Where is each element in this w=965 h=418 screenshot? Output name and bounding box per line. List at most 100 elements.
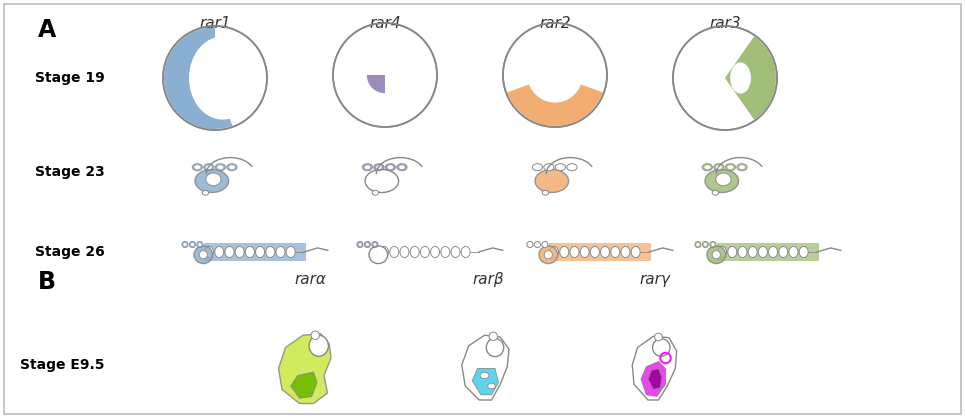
Ellipse shape: [533, 164, 542, 171]
Ellipse shape: [738, 247, 747, 257]
Ellipse shape: [799, 247, 808, 257]
Ellipse shape: [487, 383, 495, 389]
Ellipse shape: [486, 339, 504, 357]
Ellipse shape: [591, 247, 599, 257]
Polygon shape: [632, 336, 676, 400]
Ellipse shape: [481, 372, 489, 379]
Ellipse shape: [728, 247, 736, 257]
Ellipse shape: [737, 164, 747, 171]
Ellipse shape: [703, 243, 707, 246]
Ellipse shape: [748, 247, 758, 257]
Ellipse shape: [235, 247, 244, 257]
Ellipse shape: [570, 247, 579, 257]
Circle shape: [544, 251, 552, 259]
Ellipse shape: [711, 243, 714, 246]
Ellipse shape: [580, 247, 590, 257]
Ellipse shape: [718, 247, 727, 257]
Ellipse shape: [197, 242, 203, 247]
Ellipse shape: [189, 242, 196, 247]
Ellipse shape: [569, 165, 575, 169]
Ellipse shape: [206, 173, 221, 186]
Ellipse shape: [652, 339, 670, 356]
Text: rarα: rarα: [294, 272, 326, 287]
Ellipse shape: [194, 246, 212, 264]
Ellipse shape: [566, 164, 577, 171]
Circle shape: [311, 331, 319, 339]
Ellipse shape: [600, 247, 610, 257]
Ellipse shape: [716, 173, 731, 186]
Ellipse shape: [716, 165, 722, 169]
Ellipse shape: [388, 165, 394, 169]
Ellipse shape: [229, 165, 234, 169]
Ellipse shape: [739, 165, 745, 169]
Polygon shape: [641, 362, 666, 397]
Polygon shape: [648, 369, 662, 390]
Ellipse shape: [163, 26, 267, 130]
Ellipse shape: [535, 242, 540, 247]
Wedge shape: [367, 75, 385, 93]
Ellipse shape: [195, 165, 200, 169]
Ellipse shape: [789, 247, 798, 257]
Ellipse shape: [189, 36, 257, 120]
Circle shape: [712, 251, 721, 259]
Ellipse shape: [728, 165, 733, 169]
Wedge shape: [164, 27, 215, 129]
Ellipse shape: [697, 243, 700, 246]
Ellipse shape: [461, 247, 470, 257]
Ellipse shape: [703, 242, 708, 247]
Circle shape: [489, 332, 497, 341]
Ellipse shape: [546, 165, 552, 169]
Circle shape: [654, 333, 662, 341]
Ellipse shape: [555, 164, 565, 171]
Ellipse shape: [535, 169, 568, 192]
Text: Stage 19: Stage 19: [36, 71, 105, 85]
Ellipse shape: [541, 242, 548, 247]
Ellipse shape: [365, 242, 371, 247]
Ellipse shape: [758, 247, 767, 257]
Ellipse shape: [373, 243, 376, 246]
Ellipse shape: [550, 247, 559, 257]
Ellipse shape: [365, 165, 371, 169]
Ellipse shape: [218, 165, 223, 169]
Text: A: A: [38, 18, 56, 42]
Text: rar4: rar4: [370, 16, 400, 31]
Text: rarγ: rarγ: [640, 272, 671, 287]
Ellipse shape: [611, 247, 620, 257]
Ellipse shape: [357, 242, 363, 247]
Ellipse shape: [631, 247, 640, 257]
Ellipse shape: [199, 243, 202, 246]
Ellipse shape: [768, 247, 778, 257]
Ellipse shape: [726, 164, 735, 171]
Ellipse shape: [358, 243, 362, 246]
Text: rar3: rar3: [709, 16, 741, 31]
Ellipse shape: [215, 164, 226, 171]
Ellipse shape: [621, 247, 630, 257]
Text: Stage E9.5: Stage E9.5: [20, 358, 105, 372]
Ellipse shape: [430, 247, 440, 257]
Ellipse shape: [385, 164, 396, 171]
Ellipse shape: [225, 247, 234, 257]
Ellipse shape: [536, 243, 538, 246]
Ellipse shape: [535, 165, 540, 169]
Ellipse shape: [369, 246, 388, 264]
Ellipse shape: [779, 247, 787, 257]
Ellipse shape: [183, 243, 186, 246]
Ellipse shape: [372, 242, 378, 247]
Ellipse shape: [542, 191, 548, 195]
Ellipse shape: [731, 62, 751, 94]
Ellipse shape: [181, 242, 188, 247]
Ellipse shape: [203, 191, 208, 195]
Text: B: B: [38, 270, 56, 294]
Ellipse shape: [400, 165, 404, 169]
Bar: [204, 243, 306, 261]
Ellipse shape: [195, 169, 229, 192]
Ellipse shape: [527, 242, 533, 247]
Ellipse shape: [215, 247, 224, 257]
Ellipse shape: [287, 247, 295, 257]
Ellipse shape: [529, 243, 532, 246]
Bar: [717, 243, 819, 261]
Ellipse shape: [205, 247, 213, 257]
Ellipse shape: [379, 247, 389, 257]
Ellipse shape: [309, 335, 328, 356]
Ellipse shape: [544, 164, 554, 171]
